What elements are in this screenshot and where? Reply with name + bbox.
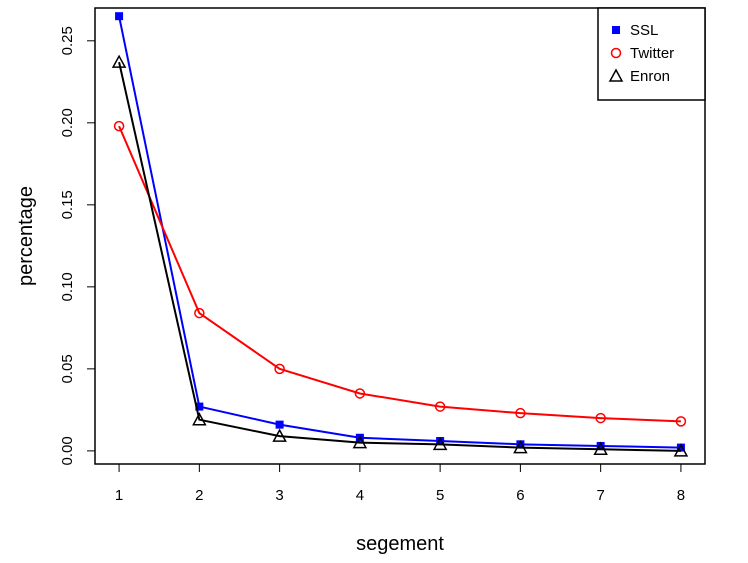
x-axis-title: segement xyxy=(356,533,444,555)
legend: SSL Twitter Enron xyxy=(597,7,706,101)
enron-point xyxy=(593,441,608,455)
series-layer xyxy=(111,12,689,457)
x-tick-label: 1 xyxy=(115,487,123,504)
enron-point xyxy=(111,54,127,68)
enron-point xyxy=(673,443,689,457)
y-tick-label: 0.10 xyxy=(59,272,76,301)
x-tick-label: 7 xyxy=(596,487,604,504)
twitter-point xyxy=(595,412,606,424)
twitter-point xyxy=(113,120,125,132)
enron-point xyxy=(192,412,207,426)
legend-ssl-label: SSL xyxy=(630,22,658,39)
enron-point xyxy=(352,435,368,449)
enron-point xyxy=(513,440,528,454)
x-tick-label: 2 xyxy=(195,487,203,504)
twitter-point xyxy=(434,401,446,412)
series-ssl-line xyxy=(118,16,681,449)
y-axis-title: percentage xyxy=(15,186,37,286)
legend-enron-marker xyxy=(608,68,624,82)
ssl-point xyxy=(115,12,124,21)
twitter-point xyxy=(675,416,687,427)
enron-point xyxy=(432,436,448,451)
legend-twitter-label: Twitter xyxy=(630,45,674,62)
ssl-point xyxy=(516,440,525,449)
ssl-point xyxy=(195,402,204,411)
y-tick-label: 0.15 xyxy=(59,190,76,219)
ssl-point xyxy=(596,441,605,450)
y-axis: 0.00 0.05 0.10 0.15 0.20 0.25 xyxy=(59,26,96,465)
legend-enron-label: Enron xyxy=(630,68,670,85)
x-tick-label: 5 xyxy=(436,487,444,504)
y-tick-label: 0.20 xyxy=(59,108,76,137)
y-tick-label: 0.05 xyxy=(59,354,76,383)
x-tick-label: 8 xyxy=(677,487,685,504)
y-tick-label: 0.25 xyxy=(59,26,76,55)
ssl-point xyxy=(436,437,445,446)
twitter-point xyxy=(515,407,526,419)
x-tick-label: 3 xyxy=(275,487,283,504)
x-tick-label: 4 xyxy=(356,487,364,504)
x-axis: 1 2 3 4 5 6 7 8 xyxy=(115,463,685,504)
series-twitter-line xyxy=(118,125,681,423)
legend-twitter-marker xyxy=(610,47,622,59)
x-tick-label: 6 xyxy=(516,487,524,504)
twitter-point xyxy=(354,388,366,399)
twitter-point xyxy=(194,307,205,319)
y-tick-label: 0.00 xyxy=(59,436,76,465)
ssl-point xyxy=(275,420,284,429)
ssl-point xyxy=(676,443,685,452)
twitter-point xyxy=(274,363,285,375)
series-enron xyxy=(111,54,689,457)
legend-box xyxy=(597,7,706,101)
series-enron-line xyxy=(118,61,681,452)
enron-point xyxy=(272,428,287,442)
legend-ssl-marker xyxy=(612,26,620,34)
series-twitter xyxy=(113,120,687,427)
